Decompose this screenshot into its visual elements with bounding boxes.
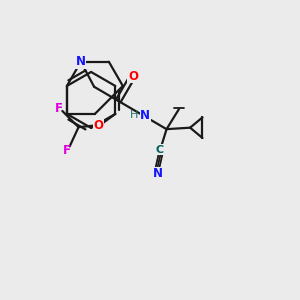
Text: N: N: [140, 109, 150, 122]
Text: N: N: [76, 55, 86, 68]
Text: C: C: [155, 145, 164, 155]
Text: F: F: [63, 144, 71, 157]
Text: N: N: [153, 167, 163, 180]
Text: F: F: [55, 101, 63, 115]
Text: H: H: [130, 110, 138, 120]
Text: O: O: [93, 118, 103, 132]
Text: O: O: [128, 70, 138, 83]
